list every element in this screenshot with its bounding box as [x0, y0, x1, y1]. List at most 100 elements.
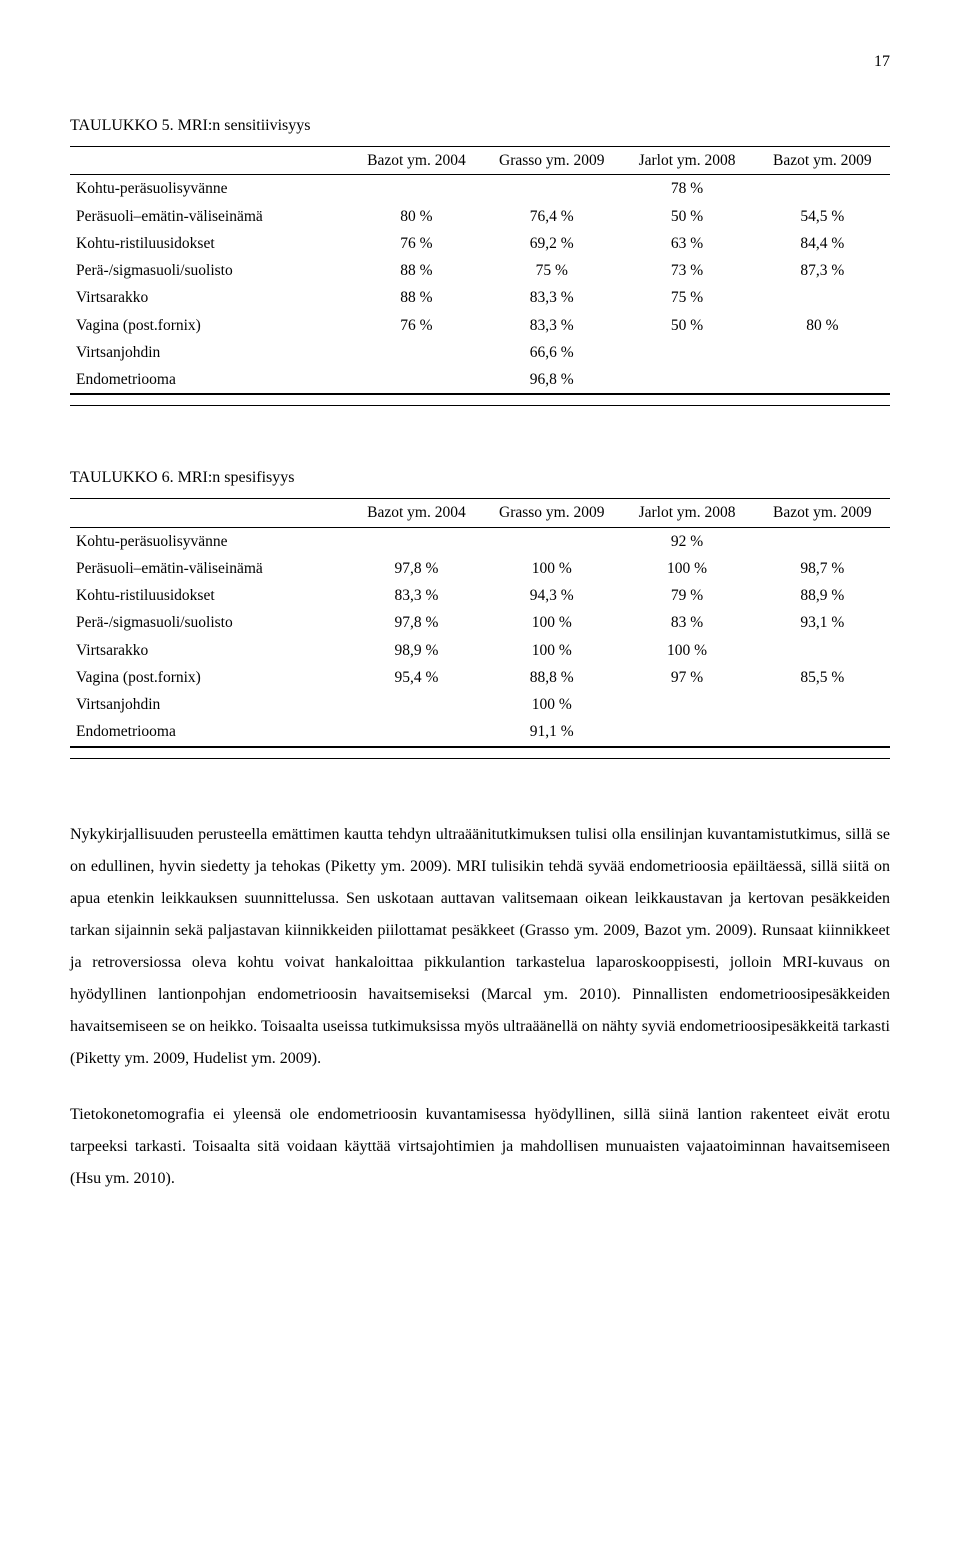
table-cell: 78 % [619, 175, 754, 203]
table-cell: 100 % [619, 637, 754, 664]
table-cell [755, 637, 890, 664]
table-cell: 83,3 % [484, 312, 619, 339]
table1: Bazot ym. 2004 Grasso ym. 2009 Jarlot ym… [70, 146, 890, 394]
table-cell [619, 718, 754, 746]
table-cell [349, 366, 484, 394]
table-cell: 92 % [619, 527, 754, 555]
table-cell: 91,1 % [484, 718, 619, 746]
table-cell: 88,9 % [755, 582, 890, 609]
table-cell: 97 % [619, 664, 754, 691]
table-cell: Perä-/sigmasuoli/suolisto [70, 609, 349, 636]
table-cell: 54,5 % [755, 203, 890, 230]
table-cell [755, 527, 890, 555]
table-cell: Peräsuoli–emätin-väliseinämä [70, 203, 349, 230]
table-cell: 79 % [619, 582, 754, 609]
table-cell: Kohtu-ristiluusidokset [70, 230, 349, 257]
table-cell: 100 % [484, 691, 619, 718]
table-row: Perä-/sigmasuoli/suolisto97,8 %100 %83 %… [70, 609, 890, 636]
table-cell [484, 527, 619, 555]
table-cell: 88,8 % [484, 664, 619, 691]
table-row: Virtsanjohdin100 % [70, 691, 890, 718]
table1-header-3: Jarlot ym. 2008 [619, 147, 754, 175]
table-cell: Virtsarakko [70, 284, 349, 311]
table-cell: 88 % [349, 257, 484, 284]
table-cell [349, 527, 484, 555]
table2: Bazot ym. 2004 Grasso ym. 2009 Jarlot ym… [70, 498, 890, 746]
table-cell [755, 284, 890, 311]
table-cell: Perä-/sigmasuoli/suolisto [70, 257, 349, 284]
table-cell: Virtsanjohdin [70, 339, 349, 366]
table-cell: 76 % [349, 312, 484, 339]
table-cell [755, 175, 890, 203]
table1-header-0 [70, 147, 349, 175]
table-cell: Kohtu-ristiluusidokset [70, 582, 349, 609]
table-row: Virtsarakko98,9 %100 %100 % [70, 637, 890, 664]
table-row: Vagina (post.fornix)95,4 %88,8 %97 %85,5… [70, 664, 890, 691]
table-cell: 80 % [755, 312, 890, 339]
paragraph-2: Tietokonetomografia ei yleensä ole endom… [70, 1099, 890, 1195]
table-row: Peräsuoli–emätin-väliseinämä80 %76,4 %50… [70, 203, 890, 230]
table-cell: 76,4 % [484, 203, 619, 230]
table-cell: 100 % [484, 609, 619, 636]
table-row: Kohtu-ristiluusidokset76 %69,2 %63 %84,4… [70, 230, 890, 257]
table-cell: 94,3 % [484, 582, 619, 609]
table-cell [755, 339, 890, 366]
table-cell: Endometriooma [70, 718, 349, 746]
table2-header-1: Bazot ym. 2004 [349, 499, 484, 527]
table-cell: 100 % [484, 555, 619, 582]
table-cell: 96,8 % [484, 366, 619, 394]
table-row: Vagina (post.fornix)76 %83,3 %50 %80 % [70, 312, 890, 339]
table-row: Virtsarakko88 %83,3 %75 % [70, 284, 890, 311]
table-cell: 98,9 % [349, 637, 484, 664]
table-row: Kohtu-ristiluusidokset83,3 %94,3 %79 %88… [70, 582, 890, 609]
table-cell: 73 % [619, 257, 754, 284]
table2-header-4: Bazot ym. 2009 [755, 499, 890, 527]
table2-title: TAULUKKO 6. MRI:n spesifisyys [70, 466, 890, 490]
table-cell: Virtsarakko [70, 637, 349, 664]
table-cell: 98,7 % [755, 555, 890, 582]
table-cell [755, 366, 890, 394]
table-cell [755, 691, 890, 718]
table-cell [349, 339, 484, 366]
table-cell [755, 718, 890, 746]
table-cell: Peräsuoli–emätin-väliseinämä [70, 555, 349, 582]
table1-header-2: Grasso ym. 2009 [484, 147, 619, 175]
table-cell [619, 366, 754, 394]
table-cell: 97,8 % [349, 609, 484, 636]
table-row: Endometriooma 91,1 % [70, 718, 890, 746]
table-cell: 50 % [619, 312, 754, 339]
table-cell [619, 691, 754, 718]
table-cell: 85,5 % [755, 664, 890, 691]
table2-header-2: Grasso ym. 2009 [484, 499, 619, 527]
table-cell: Vagina (post.fornix) [70, 664, 349, 691]
table-cell: 95,4 % [349, 664, 484, 691]
table-cell: 66,6 % [484, 339, 619, 366]
table-cell: Kohtu-peräsuolisyvänne [70, 527, 349, 555]
table-cell: 83 % [619, 609, 754, 636]
table-cell: Endometriooma [70, 366, 349, 394]
table-cell: 80 % [349, 203, 484, 230]
table-cell: 76 % [349, 230, 484, 257]
table-cell: 93,1 % [755, 609, 890, 636]
table-row: Peräsuoli–emätin-väliseinämä97,8 %100 %1… [70, 555, 890, 582]
table-row: Perä-/sigmasuoli/suolisto88 %75 %73 %87,… [70, 257, 890, 284]
table-row: Kohtu-peräsuolisyvänne78 % [70, 175, 890, 203]
table-cell: 83,3 % [349, 582, 484, 609]
table-cell: 100 % [484, 637, 619, 664]
table2-header-3: Jarlot ym. 2008 [619, 499, 754, 527]
table-cell [349, 175, 484, 203]
table-cell: 84,4 % [755, 230, 890, 257]
table1-title: TAULUKKO 5. MRI:n sensitiivisyys [70, 114, 890, 138]
table-cell [484, 175, 619, 203]
table-cell: 88 % [349, 284, 484, 311]
table-cell [349, 691, 484, 718]
table-row: Endometriooma 96,8 % [70, 366, 890, 394]
page-number: 17 [70, 50, 890, 74]
table-cell: 75 % [619, 284, 754, 311]
table2-header-0 [70, 499, 349, 527]
paragraph-1: Nykykirjallisuuden perusteella emättimen… [70, 819, 890, 1075]
table1-header-4: Bazot ym. 2009 [755, 147, 890, 175]
table-row: Virtsanjohdin 66,6 % [70, 339, 890, 366]
table1-header-1: Bazot ym. 2004 [349, 147, 484, 175]
table-cell: 83,3 % [484, 284, 619, 311]
